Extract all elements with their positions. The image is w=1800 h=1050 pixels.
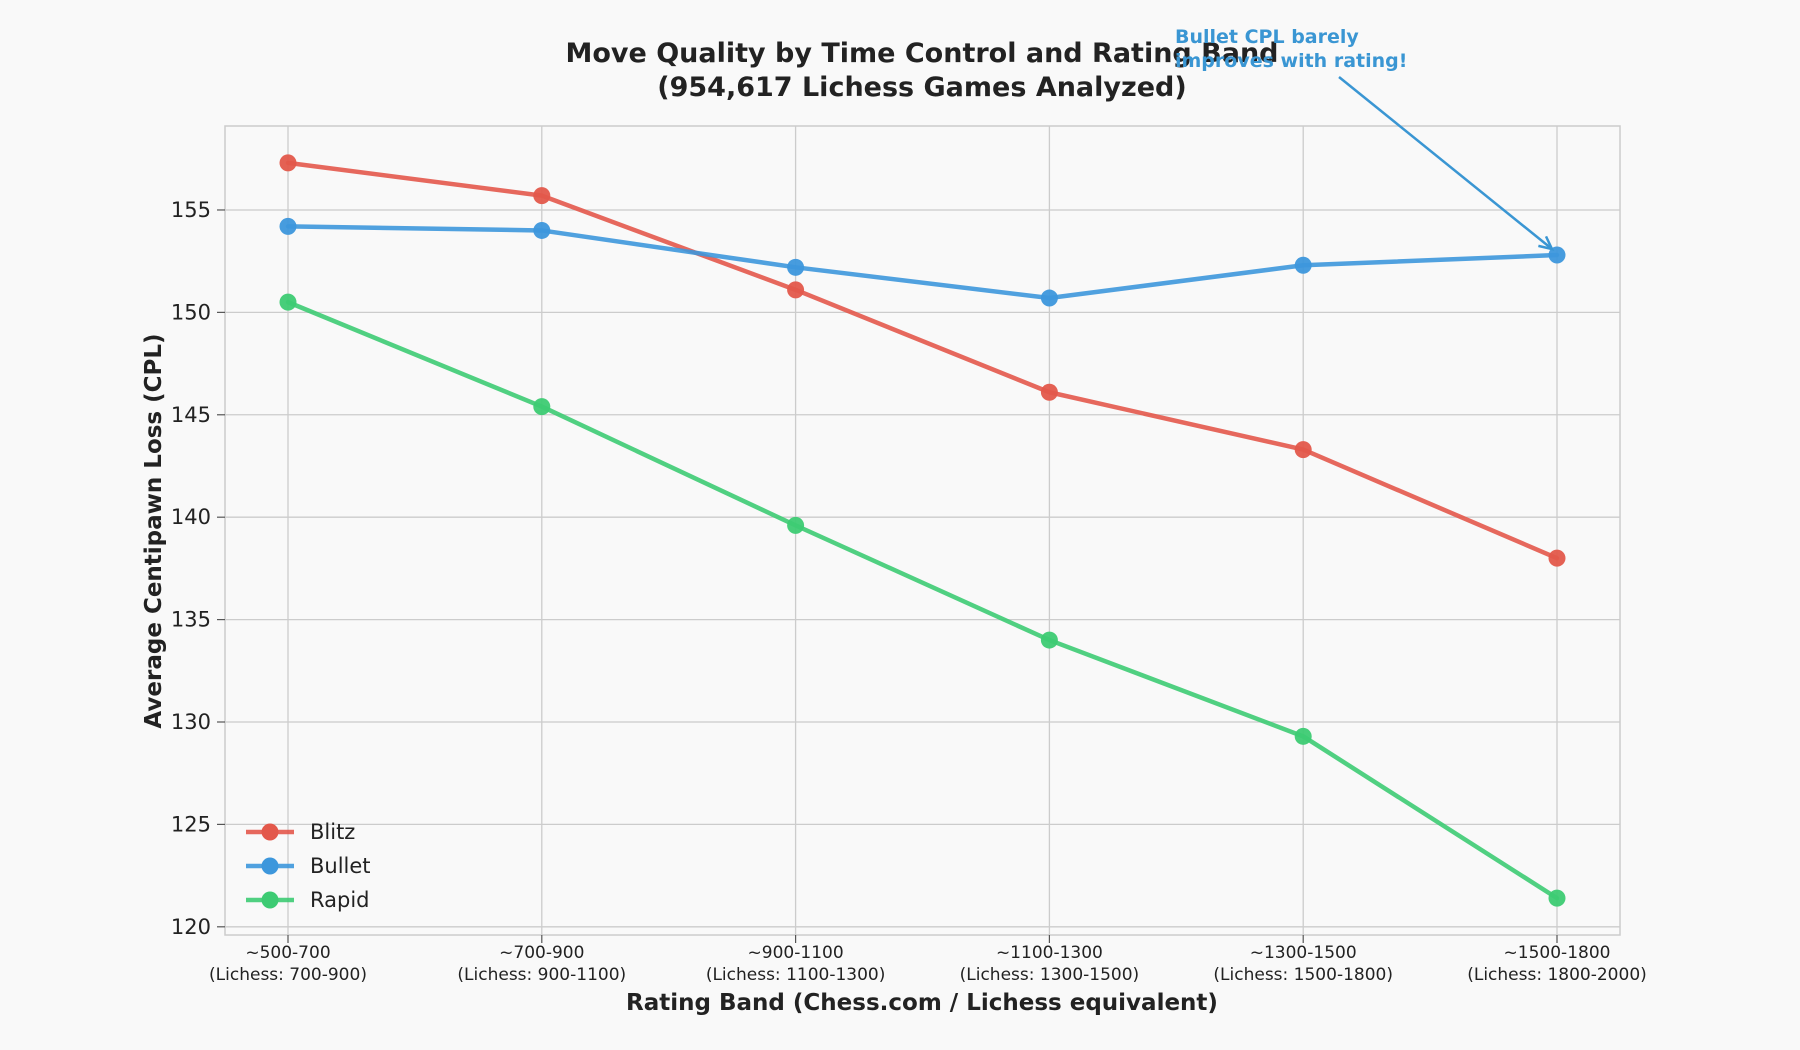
annotation-arrow xyxy=(1338,76,1553,251)
x-tick-labels: ~500-700(Lichess: 700-900)~700-900(Liche… xyxy=(209,935,1647,985)
x-tick-label: ~1100-1300 xyxy=(996,943,1103,963)
blitz-point xyxy=(1040,383,1058,401)
legend-blitz-label: Blitz xyxy=(310,820,355,844)
legend: Blitz Bullet Rapid xyxy=(246,820,371,912)
x-tick-label: ~700-900 xyxy=(499,943,584,963)
legend-rapid-label: Rapid xyxy=(310,888,370,912)
y-tick-label: 130 xyxy=(171,710,211,734)
annotation-arrowhead xyxy=(1538,235,1555,251)
bullet-point xyxy=(1548,246,1566,264)
legend-bullet-marker xyxy=(261,857,279,875)
bullet-point xyxy=(787,258,805,276)
y-axis-label: Average Centipawn Loss (CPL) xyxy=(141,333,167,728)
blitz-point xyxy=(1294,441,1312,459)
series-bullet xyxy=(279,217,1566,307)
x-tick-label: ~900-1100 xyxy=(748,943,844,963)
rapid-point xyxy=(1548,889,1566,907)
y-tick-label: 140 xyxy=(171,505,211,529)
rapid-point xyxy=(787,516,805,534)
blitz-point xyxy=(279,154,297,172)
rapid-point xyxy=(1294,727,1312,745)
y-tick-label: 135 xyxy=(171,608,211,632)
blitz-point xyxy=(533,187,551,205)
x-tick-sublabel: (Lichess: 1500-1800) xyxy=(1213,965,1393,985)
series-blitz xyxy=(279,154,1566,567)
x-axis-label: Rating Band (Chess.com / Lichess equival… xyxy=(626,990,1218,1016)
legend-rapid-marker xyxy=(261,891,279,909)
bullet-line xyxy=(285,224,1560,301)
y-tick-label: 150 xyxy=(171,300,211,324)
plot-frame xyxy=(224,125,1621,936)
y-tick-label: 120 xyxy=(171,915,211,939)
x-tick-sublabel: (Lichess: 900-1100) xyxy=(457,965,626,985)
annotation-text: improves with rating! xyxy=(1175,50,1407,72)
y-tick-label: 145 xyxy=(171,403,211,427)
x-tick-label: ~1300-1500 xyxy=(1250,943,1357,963)
blitz-point xyxy=(787,281,805,299)
series-rapid xyxy=(279,293,1566,907)
rapid-point xyxy=(533,398,551,416)
x-tick-sublabel: (Lichess: 1100-1300) xyxy=(706,965,886,985)
x-tick-sublabel: (Lichess: 1800-2000) xyxy=(1467,965,1647,985)
bullet-point xyxy=(1040,289,1058,307)
bullet-point xyxy=(533,221,551,239)
blitz-point xyxy=(1548,549,1566,567)
blitz-line xyxy=(285,160,1560,561)
series-layer xyxy=(279,154,1566,907)
y-tick-label: 125 xyxy=(171,812,211,836)
bullet-point xyxy=(1294,256,1312,274)
y-tick-label: 155 xyxy=(171,198,211,222)
rapid-line xyxy=(285,299,1560,901)
y-tick-labels: 120 125 130 135 140 145 150 155 xyxy=(171,198,225,939)
annotation-text: Bullet CPL barely xyxy=(1175,26,1359,48)
chart-subtitle: (954,617 Lichess Games Analyzed) xyxy=(657,72,1186,103)
chart-title: Move Quality by Time Control and Rating … xyxy=(565,38,1278,69)
x-tick-label: ~1500-1800 xyxy=(1504,943,1611,963)
legend-blitz-marker xyxy=(261,823,279,841)
x-tick-label: ~500-700 xyxy=(245,943,330,963)
rapid-point xyxy=(1040,631,1058,649)
x-tick-sublabel: (Lichess: 700-900) xyxy=(209,965,367,985)
bullet-point xyxy=(279,217,297,235)
rapid-point xyxy=(279,293,297,311)
legend-bullet-label: Bullet xyxy=(310,854,371,878)
x-tick-sublabel: (Lichess: 1300-1500) xyxy=(960,965,1140,985)
